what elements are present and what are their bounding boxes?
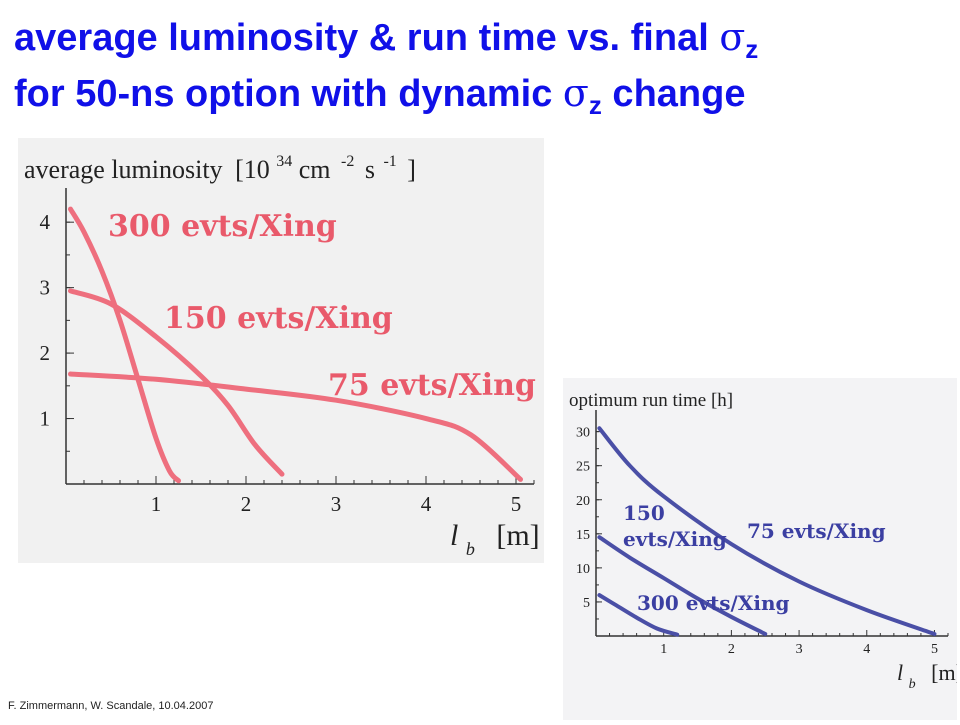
ylabel-bracket-close: ] [407, 155, 416, 184]
luminosity-chart: average luminosity [10 34 cm -2 s -1 ] 1… [24, 143, 540, 562]
y-tick-label: 4 [40, 210, 51, 234]
y-tick-label: 25 [576, 460, 590, 475]
y-tick-label: 1 [40, 407, 51, 431]
sigma-symbol: σ [719, 15, 746, 59]
x-tick-label: 5 [511, 492, 522, 516]
y-tick-label: 5 [583, 596, 590, 611]
x-tick-label: 1 [660, 642, 667, 657]
footer-credit: F. Zimmermann, W. Scandale, 10.04.2007 [8, 700, 214, 712]
ylabel-cm: cm [299, 155, 331, 184]
y-tick-label: 30 [576, 426, 590, 441]
lum-label-300: 300 evts/Xing [108, 209, 337, 244]
luminosity-axes [65, 188, 535, 485]
luminosity-chart-panel: average luminosity [10 34 cm -2 s -1 ] 1… [18, 138, 544, 563]
run-label-150-number: 150 [623, 501, 665, 525]
title-line-1-text: average luminosity & run time vs. final [14, 17, 720, 59]
x-tick-label: 4 [863, 642, 870, 657]
y-tick-label: 3 [40, 276, 51, 300]
luminosity-xlabel: l b [m] [450, 519, 540, 562]
ylabel-exp-34: 34 [276, 153, 292, 170]
x-tick-label: 3 [796, 642, 803, 657]
run-label-150-unit: evts/Xing [623, 527, 727, 551]
series-line-75 [68, 371, 523, 482]
ylabel-exp-minus1: -1 [383, 153, 396, 170]
x-tick-label: 2 [728, 642, 735, 657]
sigma-symbol: σ [562, 71, 589, 115]
series-line-150 [597, 535, 768, 636]
run-time-chart: optimum run time [h] 1 2 3 4 5 5 10 15 20 25 30 75… [569, 390, 960, 693]
run-time-ticks: 1 2 3 4 5 5 10 15 20 25 30 [576, 426, 938, 657]
series-line-75 [597, 426, 937, 636]
run-time-xlabel: l b [m] [897, 660, 957, 693]
xlabel-unit: [m] [931, 660, 957, 685]
xlabel-b: b [909, 677, 916, 692]
x-tick-label: 4 [421, 492, 432, 516]
xlabel-b: b [466, 539, 475, 559]
page-title-line-1: average luminosity & run time vs. final … [14, 15, 758, 62]
y-tick-label: 2 [40, 341, 51, 365]
luminosity-ylabel: average luminosity [10 34 cm -2 s -1 ] [24, 143, 416, 184]
series-line-150 [68, 288, 285, 477]
x-tick-label: 3 [331, 492, 342, 516]
xlabel-l: l [450, 519, 458, 552]
run-time-ylabel: optimum run time [h] [569, 390, 733, 411]
page-title-line-2: for 50-ns option with dynamic σz change [14, 71, 746, 118]
lum-label-75: 75 evts/Xing [328, 368, 536, 403]
xlabel-unit: [m] [496, 519, 539, 552]
series-line-300 [68, 206, 181, 484]
y-tick-label: 20 [576, 494, 590, 509]
title-line-2-end: change [601, 73, 746, 115]
run-label-300: 300 evts/Xing [637, 591, 790, 615]
ylabel-main: average luminosity [24, 155, 223, 184]
ylabel-bracket-open: [10 [235, 155, 270, 184]
ylabel-exp-minus2: -2 [341, 153, 354, 170]
x-tick-label: 2 [241, 492, 252, 516]
luminosity-curves [68, 206, 523, 484]
sigma-subscript: z [745, 34, 759, 64]
run-label-75: 75 evts/Xing [747, 519, 886, 543]
x-tick-label: 5 [931, 642, 938, 657]
series-line-300 [597, 593, 680, 637]
y-tick-label: 10 [576, 562, 590, 577]
ylabel-s: s [365, 155, 375, 184]
run-time-chart-panel: optimum run time [h] 1 2 3 4 5 5 10 15 20 25 30 75… [563, 378, 960, 720]
title-line-2-text: for 50-ns option with dynamic [14, 73, 563, 115]
luminosity-ticks: 1 2 3 4 5 1 2 3 4 [40, 210, 522, 516]
sigma-subscript: z [588, 90, 602, 120]
x-tick-label: 1 [151, 492, 162, 516]
lum-label-150: 150 evts/Xing [164, 301, 393, 336]
run-time-axes [595, 410, 949, 637]
xlabel-l: l [897, 660, 903, 685]
run-label-150: 150 evts/Xing [623, 501, 727, 551]
run-time-curves [597, 426, 937, 637]
y-tick-label: 15 [576, 528, 590, 543]
